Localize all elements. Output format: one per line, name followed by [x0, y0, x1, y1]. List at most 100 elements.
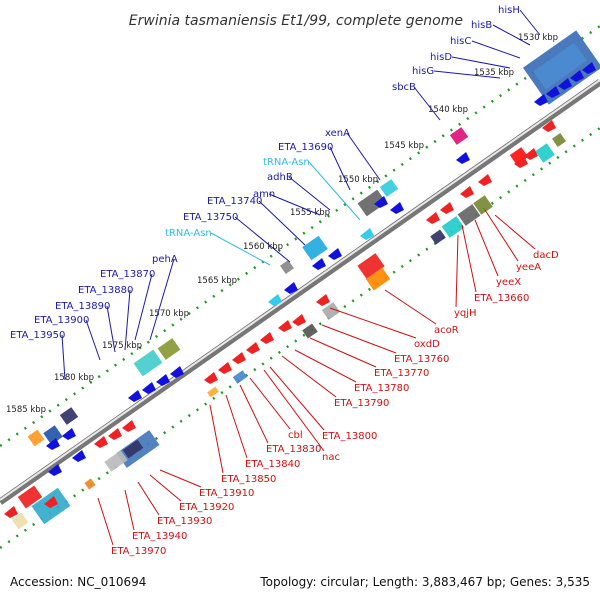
leader-line — [308, 161, 361, 221]
gene-arrow — [284, 282, 298, 294]
leader-line — [455, 234, 459, 308]
gene-label: ETA_13840 — [245, 459, 300, 470]
gene-label: hisD — [430, 52, 452, 63]
gene-label: xenA — [325, 128, 350, 139]
gene-label: cbl — [288, 430, 303, 441]
gene-feature-block — [357, 189, 387, 217]
tick-label: 1585 kbp — [6, 405, 46, 415]
gene-label: ETA_13970 — [111, 546, 166, 557]
leader-line — [461, 224, 477, 293]
leader-line — [451, 56, 511, 69]
gene-arrow — [524, 148, 538, 160]
gene-arrow — [478, 174, 492, 186]
gene-arrow — [232, 352, 246, 364]
tick-label: 1530 kbp — [518, 33, 558, 43]
gene-arrow — [570, 70, 584, 82]
gene-label: ETA_13940 — [132, 531, 187, 542]
gene-feature-block — [11, 512, 29, 530]
gene-label: ETA_13770 — [374, 368, 429, 379]
gene-arrow — [48, 464, 62, 476]
tick-label: 1555 kbp — [290, 208, 330, 218]
gene-label: hisG — [412, 66, 434, 77]
leader-line — [288, 176, 331, 211]
tick-label: 1570 kbp — [149, 309, 189, 319]
gene-feature-block — [27, 429, 45, 447]
leader-line — [321, 324, 397, 354]
gene-arrow — [558, 78, 572, 90]
gene-label: ETA_13800 — [322, 431, 377, 442]
tick-labels: 1530 kbp 1535 kbp 1540 kbp 1545 kbp 1550 kbp… — [6, 33, 558, 415]
gene-feature-block — [302, 323, 318, 339]
gene-label: ETA_13890 — [55, 301, 110, 312]
gene-feature-block — [379, 179, 399, 197]
gene-feature-block — [365, 267, 391, 291]
gene-feature-block — [59, 407, 79, 425]
gene-feature-block — [430, 229, 446, 245]
gene-label: ETA_13740 — [207, 196, 262, 207]
gene-label: ETA_13930 — [157, 516, 212, 527]
gene-arrow — [62, 428, 76, 440]
map-title: Erwinia tasmaniensis Et1/99, complete ge… — [129, 13, 463, 29]
gene-label: nac — [322, 452, 340, 463]
leader-line — [210, 232, 271, 266]
gene-arrow — [542, 120, 556, 132]
gene-label: ETA_13690 — [278, 142, 333, 153]
leader-line — [124, 289, 131, 351]
gene-arrow — [278, 320, 292, 332]
gene-label: sbcB — [392, 82, 416, 93]
gene-arrow — [108, 428, 122, 440]
gene-feature-block — [104, 450, 128, 472]
gene-label: yeeX — [496, 277, 521, 288]
gene-label: ETA_13950 — [10, 330, 65, 341]
leader-line — [134, 273, 153, 341]
leader-line — [268, 193, 321, 216]
topology-text: Topology: circular; Length: 3,883,467 bp… — [259, 575, 590, 589]
leader-line — [225, 394, 248, 459]
leader-line — [106, 305, 116, 353]
gene-feature-block — [441, 216, 465, 238]
accession-text: Accession: NC_010694 — [10, 575, 146, 589]
gene-arrow — [374, 196, 388, 208]
gene-label: ETA_13920 — [179, 502, 234, 513]
gene-arrow — [128, 390, 142, 402]
leader-line — [149, 474, 182, 502]
gene-arrow — [456, 152, 470, 164]
gene-features — [4, 30, 600, 530]
gene-arrow — [204, 372, 218, 384]
gene-feature-block — [509, 147, 529, 165]
leader-line — [329, 146, 351, 191]
leader-line — [492, 24, 531, 46]
genome-backbone — [0, 79, 600, 505]
gene-arrow — [460, 186, 474, 198]
tick-label: 1545 kbp — [384, 141, 424, 151]
gene-feature-block — [302, 235, 328, 261]
gene-arrow — [316, 294, 330, 306]
gene-arrow — [390, 202, 404, 214]
gene-arrow — [312, 258, 326, 270]
leader-line — [329, 307, 417, 339]
gene-label: ETA_13880 — [78, 285, 133, 296]
gene-arrow — [72, 450, 86, 462]
leader-line — [413, 86, 441, 121]
gene-feature-block — [552, 133, 566, 147]
leader-line — [97, 497, 114, 546]
leader-line — [433, 70, 501, 79]
leader-line — [269, 366, 325, 431]
gene-label: ETA_13780 — [354, 383, 409, 394]
gene-label: yeeA — [516, 262, 541, 273]
outer-tick-track — [0, 24, 600, 448]
gene-arrow — [534, 94, 548, 106]
gene-arrow — [4, 506, 18, 518]
gene-arrow — [142, 382, 156, 394]
leader-line — [474, 219, 499, 277]
gene-feature-block — [457, 204, 481, 226]
gene-feature-block — [157, 338, 181, 360]
tick-label: 1535 kbp — [474, 68, 514, 78]
gene-feature-block — [280, 260, 294, 274]
leader-line — [137, 481, 160, 516]
gene-arrow — [546, 86, 560, 98]
gene-label: ETA_13830 — [266, 444, 321, 455]
